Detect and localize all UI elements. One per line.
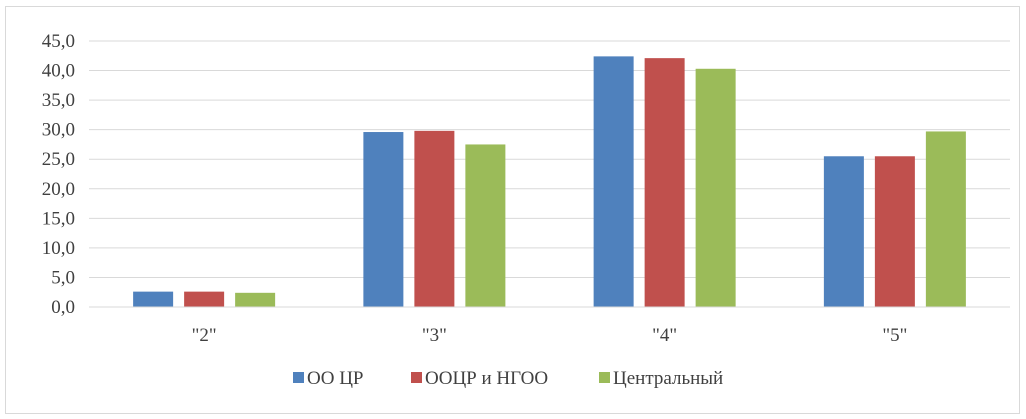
x-category-label: "5" <box>882 325 907 346</box>
bar-1-2 <box>465 144 506 307</box>
bar-0-2 <box>235 292 276 307</box>
legend: ОО ЦР ООЦР и НГОО Центральный <box>293 368 723 389</box>
bar-0-1 <box>184 291 225 307</box>
bar-1-1 <box>414 130 455 307</box>
legend-label: ООЦР и НГОО <box>425 368 548 389</box>
y-tick-label: 15,0 <box>42 208 75 229</box>
y-tick-label: 0,0 <box>51 297 75 318</box>
bar-3-0 <box>823 156 864 307</box>
y-tick-label: 45,0 <box>42 31 75 52</box>
legend-label: ОО ЦР <box>307 368 363 389</box>
y-tick-label: 35,0 <box>42 90 75 111</box>
x-category-label: "2" <box>192 325 217 346</box>
x-category-label: "3" <box>422 325 447 346</box>
legend-swatch <box>411 372 422 383</box>
y-tick-label: 20,0 <box>42 179 75 200</box>
y-axis-ticks: 0,0 5,0 10,0 15,0 20,0 25,0 30,0 35,0 40,0 45,0 <box>42 31 75 318</box>
bar-3-1 <box>874 156 915 307</box>
y-tick-label: 30,0 <box>42 120 75 141</box>
legend-swatch <box>293 372 304 383</box>
gridlines <box>89 40 1010 278</box>
y-tick-label: 5,0 <box>51 267 75 288</box>
bar-2-2 <box>695 68 736 307</box>
y-tick-label: 25,0 <box>42 149 75 170</box>
bar-0-0 <box>133 291 174 307</box>
bar-2-0 <box>593 56 634 307</box>
x-axis-categories: "2" "3" "4" "5" <box>192 325 908 346</box>
x-category-label: "4" <box>652 325 677 346</box>
bar-chart: 0,0 5,0 10,0 15,0 20,0 25,0 30,0 35,0 40,0 45,0 "… <box>42 31 1010 389</box>
legend-swatch <box>599 372 610 383</box>
bar-2-1 <box>644 58 685 307</box>
bar-1-0 <box>363 132 404 307</box>
legend-label: Центральный <box>613 368 723 389</box>
y-tick-label: 40,0 <box>42 61 75 82</box>
bar-3-2 <box>925 131 966 307</box>
chart-frame: 0,0 5,0 10,0 15,0 20,0 25,0 30,0 35,0 40,0 45,0 "… <box>5 6 1020 414</box>
bars <box>133 56 966 307</box>
y-tick-label: 10,0 <box>42 238 75 259</box>
